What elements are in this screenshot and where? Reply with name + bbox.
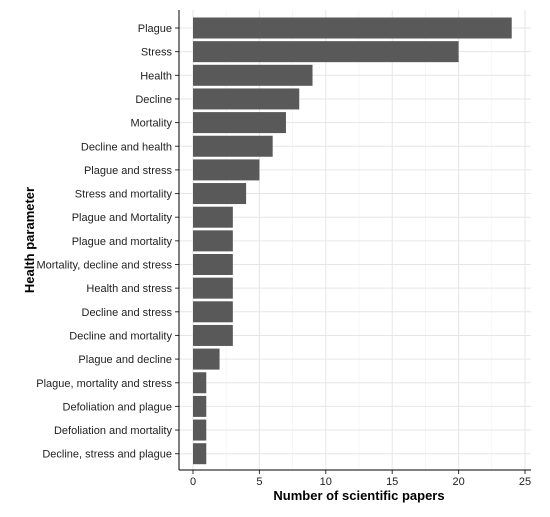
category-label: Plague and mortality xyxy=(72,236,173,248)
bar xyxy=(193,348,220,370)
category-label: Decline and mortality xyxy=(69,330,172,342)
category-label: Plague, mortality and stress xyxy=(36,378,172,390)
bar xyxy=(193,17,512,39)
bar xyxy=(193,443,207,465)
category-label: Health xyxy=(140,70,172,82)
category-label: Mortality, decline and stress xyxy=(36,260,172,272)
category-label: Plague and Mortality xyxy=(72,212,173,224)
x-tick-label: 15 xyxy=(386,476,398,488)
category-label: Defoliation and plague xyxy=(63,401,172,413)
category-label: Decline and health xyxy=(81,141,172,153)
category-label: Plague xyxy=(138,23,172,35)
category-labels: Plague Stress Health Decline Mortality Declin… xyxy=(36,23,179,461)
x-tick-label: 5 xyxy=(256,476,262,488)
x-tick-label: 25 xyxy=(519,476,531,488)
bar xyxy=(193,41,459,63)
y-axis-title: Health parameter xyxy=(22,187,37,293)
bar xyxy=(193,277,233,299)
category-label: Plague and decline xyxy=(78,354,172,366)
bar xyxy=(193,372,207,394)
category-label: Stress and mortality xyxy=(75,189,173,201)
category-label: Mortality xyxy=(130,118,172,130)
x-tick-label: 20 xyxy=(452,476,464,488)
category-label: Decline xyxy=(135,94,172,106)
bar xyxy=(193,395,207,417)
bar xyxy=(193,135,273,157)
bar xyxy=(193,206,233,228)
bars xyxy=(193,17,512,465)
bar xyxy=(193,254,233,275)
category-label: Plague and stress xyxy=(84,165,173,177)
bar xyxy=(193,301,233,323)
bar xyxy=(193,324,233,346)
category-label: Stress xyxy=(141,47,173,59)
bar xyxy=(193,64,313,86)
bar xyxy=(193,88,300,110)
x-tick-label: 10 xyxy=(320,476,332,488)
category-label: Health and stress xyxy=(86,283,172,295)
category-label: Defoliation and mortality xyxy=(54,425,173,437)
x-tick-label: 0 xyxy=(190,476,196,488)
bar xyxy=(193,112,286,134)
bar xyxy=(193,230,233,252)
category-label: Decline, stress and plague xyxy=(42,449,172,461)
gridlines xyxy=(179,10,531,470)
x-axis-title: Number of scientific papers xyxy=(273,488,444,503)
plot-panel xyxy=(179,10,531,470)
category-label: Decline and stress xyxy=(82,307,173,319)
bar xyxy=(193,159,260,181)
x-tick-labels: 0 5 10 15 20 25 xyxy=(190,470,531,488)
bar xyxy=(193,419,207,441)
bar xyxy=(193,183,247,205)
